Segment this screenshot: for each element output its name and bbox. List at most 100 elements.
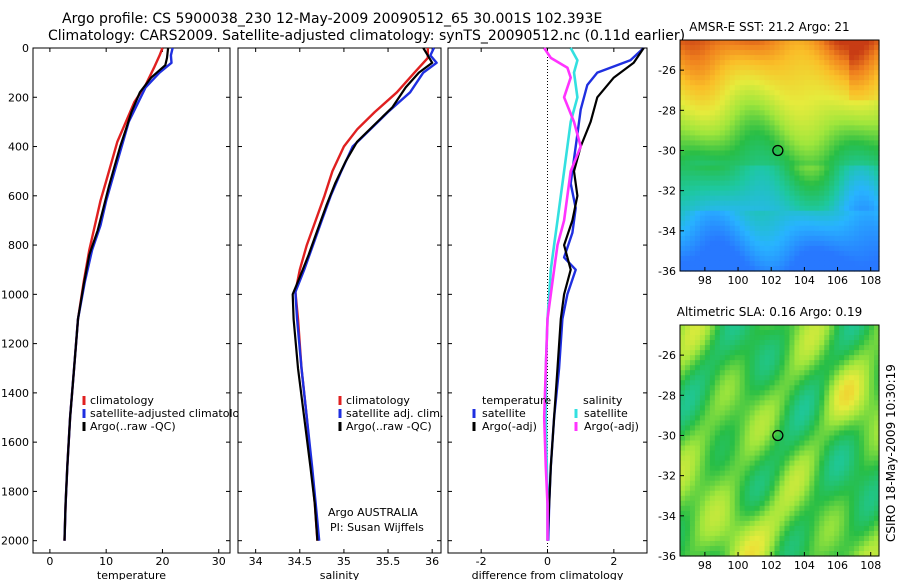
sla_map-cell [734, 445, 741, 452]
sst_map-cell [804, 95, 810, 101]
sst_map-cell [799, 220, 805, 227]
sst_map-cell [689, 205, 696, 212]
sla_map-cell [784, 515, 791, 522]
sst_map-cell [804, 40, 810, 46]
sla_map-cell [804, 335, 810, 341]
sla_map-cell [689, 375, 696, 381]
sla_map-cell [739, 415, 746, 422]
sla_map-cell [859, 465, 865, 472]
difference-series-argo [546, 47, 645, 541]
sla_map-cell [754, 540, 761, 547]
sla_map-cell [804, 470, 810, 477]
sla_map-cell [804, 360, 810, 366]
sla_map-cell [819, 470, 825, 477]
sst_map-cell [684, 75, 691, 81]
sla_map-cell [764, 545, 771, 552]
sst_map-cell [804, 45, 810, 51]
difference-xtick-label: 2 [610, 555, 617, 568]
sst_map-cell [759, 95, 766, 101]
sla_map-cell [869, 465, 875, 472]
sla_map-cell [774, 325, 781, 331]
sla_map-cell [744, 460, 751, 467]
sst_map-cell [729, 145, 736, 152]
sst_map-cell [709, 250, 716, 257]
sla_map-cell [734, 500, 741, 507]
sst_map-cell [814, 240, 820, 247]
sla_map-cell [714, 375, 721, 381]
sst_map-cell [819, 240, 825, 247]
sst_map-cell [869, 195, 875, 202]
sst_map-cell [844, 50, 850, 56]
sla_map-cell [684, 365, 691, 371]
sst_map-cell [709, 235, 716, 242]
sla_map-cell [819, 410, 825, 416]
sst_map-cell [859, 115, 865, 121]
sst_map-cell [719, 50, 726, 56]
sst_map-cell [799, 190, 805, 197]
sla_map-cell [724, 355, 731, 361]
sla_map-cell [859, 360, 865, 366]
sla_map-cell [689, 505, 696, 512]
sla_map-cell [709, 340, 716, 346]
sla_map-cell [854, 405, 860, 411]
sla_map-cell [734, 365, 741, 371]
sla_map-cell [854, 470, 860, 477]
sst_map-cell [844, 65, 850, 71]
sla_map-cell [719, 530, 726, 537]
sst_map-cell [794, 120, 800, 126]
sla_map-cell [814, 440, 820, 447]
sst_map-cell [789, 235, 796, 242]
sla_map-cell [704, 535, 711, 542]
sla_map-cell [684, 435, 691, 442]
sst_map-cell [719, 220, 726, 227]
sst_map-cell [680, 150, 686, 157]
sst_map-cell [799, 85, 805, 91]
sla_map-cell [834, 390, 840, 396]
sla_map-cell [724, 425, 731, 432]
sla_map-cell [699, 435, 706, 442]
sla_map-cell [729, 535, 736, 542]
sst_map-cell [689, 125, 696, 131]
sla_map-cell [824, 380, 830, 386]
sla_map-cell [699, 440, 706, 447]
sst_map-cell [809, 120, 815, 126]
sla_map-cell [824, 360, 830, 366]
sla_map-cell [819, 460, 825, 467]
sla_map-cell [824, 535, 830, 542]
sla_map-cell [704, 475, 711, 482]
sst_map-cell [864, 85, 870, 91]
sst_map-cell [814, 125, 820, 131]
sla_map-cell [784, 325, 791, 331]
sla_map-cell [774, 500, 781, 507]
sla_map-cell [769, 375, 776, 381]
sla_map-cell [774, 530, 781, 537]
sst_map-cell [769, 210, 776, 217]
sla_map-cell [854, 360, 860, 366]
sst_map-cell [824, 60, 830, 66]
sst_map-cell [784, 225, 791, 232]
sla_map-cell [854, 460, 860, 467]
sst_map-cell [774, 95, 781, 101]
sst_map-cell [799, 170, 805, 177]
sst_map-cell [709, 220, 716, 227]
sst_map-cell [684, 250, 691, 257]
sla_map-cell [744, 515, 751, 522]
sla_map-cell [714, 360, 721, 366]
sst_map-cell [739, 40, 746, 46]
sla_map-cell [704, 415, 711, 422]
sla_map-cell [819, 545, 825, 552]
sla_map-cell [739, 420, 746, 427]
sla_map-cell [764, 380, 771, 386]
sla_map-cell [754, 380, 761, 386]
sst_map-cell [804, 190, 810, 197]
sst_map-cell [794, 105, 800, 111]
sst_map-cell [784, 155, 791, 162]
sla_map-cell [874, 360, 880, 366]
sst_map-cell [764, 250, 771, 257]
sst_map-cell [769, 145, 776, 152]
sla_map-cell [824, 410, 830, 416]
sla_map-cell [809, 385, 815, 391]
sla_map-cell [814, 455, 820, 462]
sla_map-cell [834, 370, 840, 376]
sst_map-cell [774, 40, 781, 46]
